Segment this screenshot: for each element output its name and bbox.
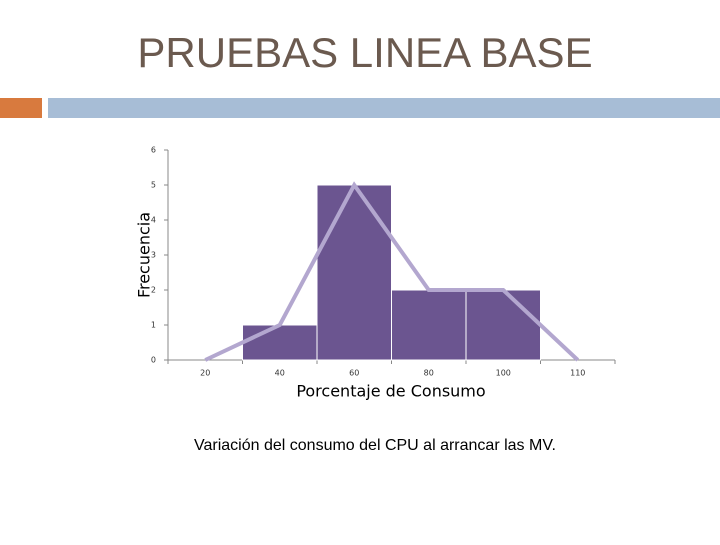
x-tick-label: 110 — [570, 369, 585, 378]
caption: Variación del consumo del CPU al arranca… — [194, 437, 556, 454]
y-tick-label: 2 — [151, 286, 156, 295]
y-tick-label: 5 — [151, 181, 156, 190]
bar — [242, 324, 318, 361]
slide-title: PRUEBAS LINEA BASE — [137, 29, 592, 76]
x-tick-label: 60 — [349, 369, 359, 378]
x-axis-label: Porcentaje de Consumo — [296, 382, 485, 401]
bar — [316, 184, 392, 361]
bar — [391, 289, 467, 361]
x-tick-label: 100 — [496, 369, 511, 378]
x-tick-label: 80 — [424, 369, 434, 378]
x-tick-label: 20 — [200, 369, 210, 378]
y-tick-label: 3 — [151, 251, 156, 260]
y-axis-label: Frecuencia — [135, 212, 154, 298]
y-tick-label: 0 — [151, 356, 156, 365]
y-tick-label: 1 — [151, 321, 156, 330]
x-tick-label: 40 — [275, 369, 285, 378]
accent-blue — [48, 98, 720, 118]
bar — [465, 289, 541, 361]
accent-orange — [0, 98, 42, 118]
y-tick-label: 6 — [151, 146, 156, 155]
y-tick-label: 4 — [151, 216, 156, 225]
frequency-polygon — [204, 181, 580, 362]
